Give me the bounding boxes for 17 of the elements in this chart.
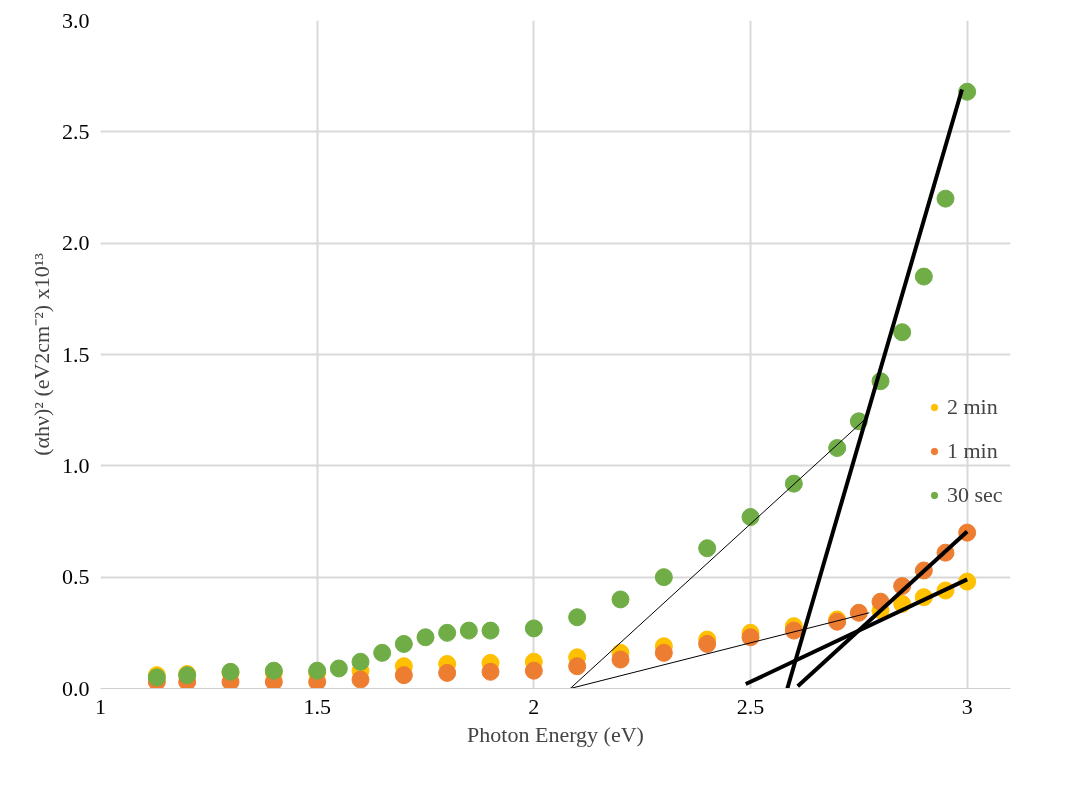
legend-label: 2 min [947, 394, 998, 420]
x-tick-label: 1 [95, 693, 106, 719]
legend-label: 1 min [947, 438, 998, 464]
x-tick-label: 3 [961, 693, 973, 719]
x-tick-label: 2 [528, 693, 540, 719]
y-axis-title: (αhν)² (eV2cm⁻²) x10¹³ [29, 252, 54, 456]
y-tick-label: 2.0 [62, 230, 90, 256]
x-axis-title: Photon Energy (eV) [467, 721, 644, 747]
y-tick-label: 2.5 [62, 118, 90, 144]
x-tick-label: 1.5 [303, 693, 331, 719]
legend-label: 30 sec [947, 482, 1003, 508]
y-tick-label: 1.0 [62, 452, 90, 478]
y-tick-label: 0.0 [62, 675, 90, 701]
y-tick-label: 1.5 [62, 341, 90, 367]
y-tick-label: 3.0 [62, 7, 90, 33]
x-tick-label: 2.5 [736, 693, 765, 719]
y-tick-label: 0.5 [62, 564, 90, 590]
